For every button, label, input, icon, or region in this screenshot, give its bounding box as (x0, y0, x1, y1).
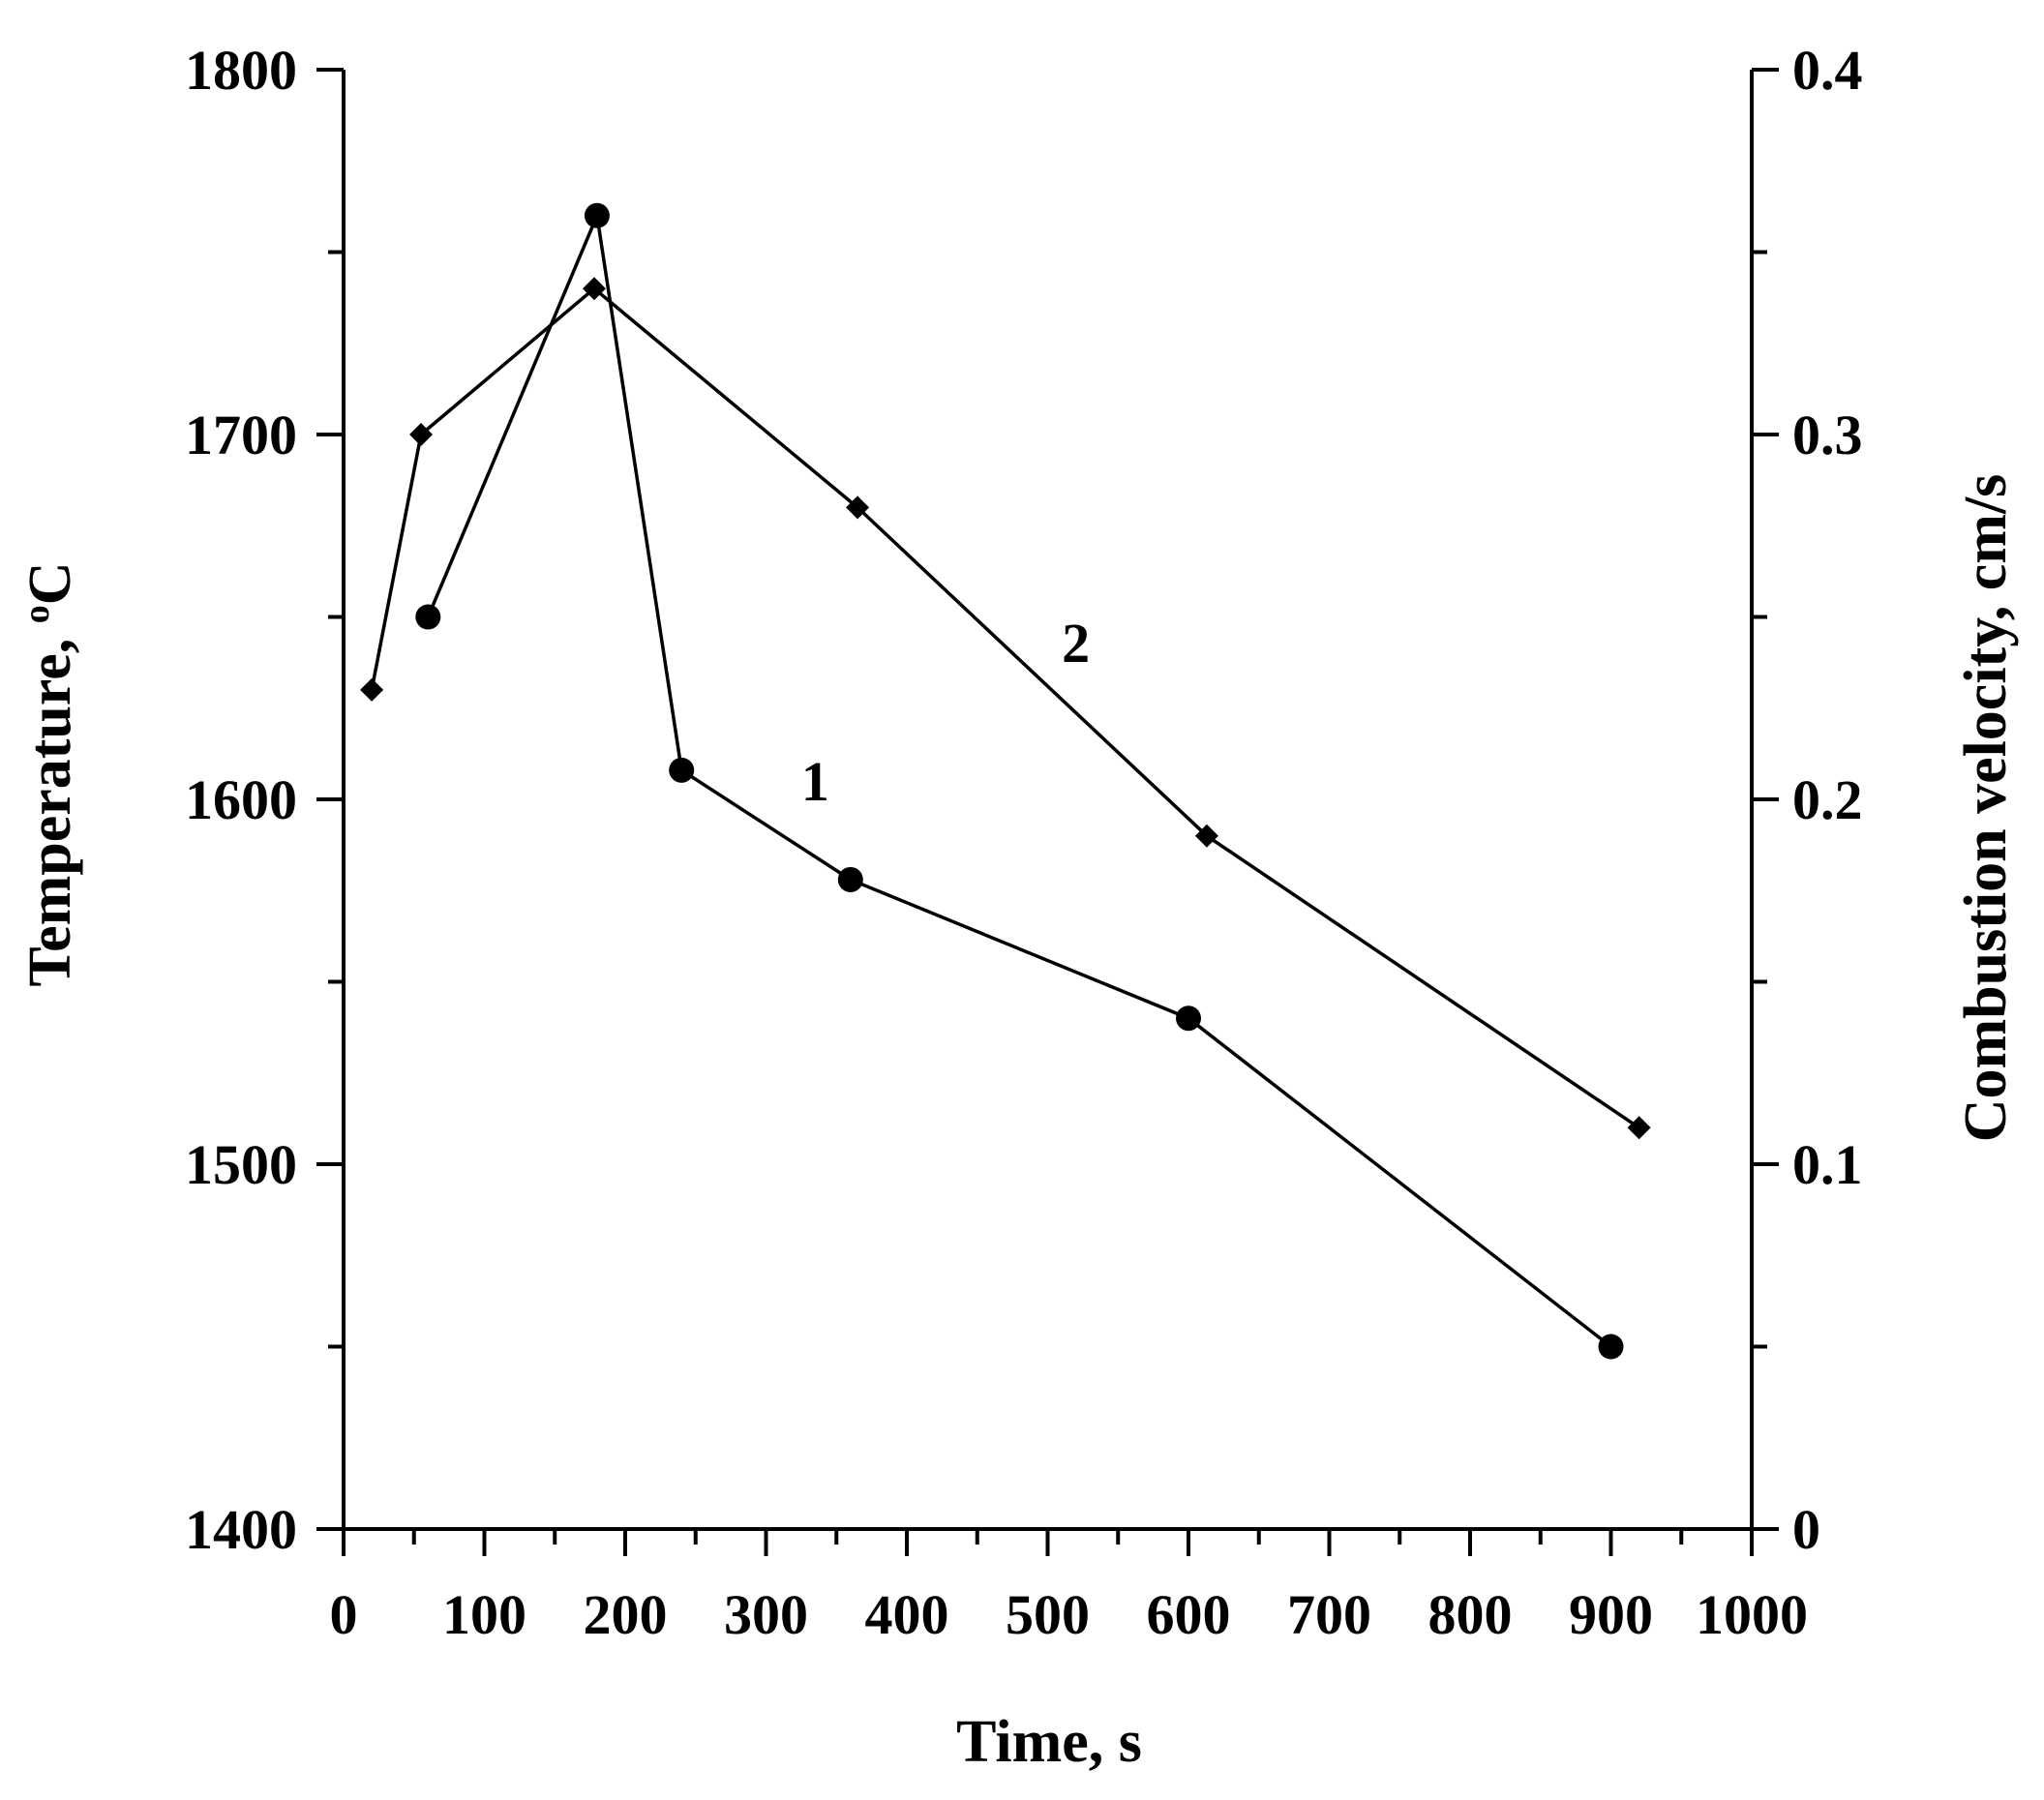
y-left-tick-label: 1600 (185, 768, 297, 831)
y-axis-left-title-unit: C (17, 561, 83, 605)
series-2-label: 2 (1062, 612, 1090, 675)
x-tick-label: 1000 (1696, 1583, 1808, 1646)
y-axis-left-title: Temperature, oC (16, 561, 83, 986)
ticks: 0 100 200 300 400 500 600 700 800 900 1000 1400 1500… (185, 39, 1863, 1646)
series-layer: 12 (360, 202, 1651, 1360)
x-tick-label: 400 (865, 1583, 949, 1646)
y-right-tick-label: 0.1 (1792, 1133, 1863, 1196)
series-1-point (669, 757, 695, 783)
x-axis-title: Time, s (956, 1709, 1142, 1775)
y-right-tick-label: 0.4 (1792, 39, 1863, 102)
x-tick-label: 0 (330, 1583, 358, 1646)
series-1-point (1598, 1334, 1624, 1360)
series-1-point (1176, 1005, 1201, 1032)
y-axis-left-title-text: Temperature, (17, 623, 83, 986)
x-tick-label: 600 (1147, 1583, 1231, 1646)
y-left-tick-label: 1800 (185, 39, 297, 102)
x-tick-label: 300 (724, 1583, 808, 1646)
series-2-point (846, 495, 870, 520)
x-tick-label: 700 (1287, 1583, 1371, 1646)
series-1-label: 1 (801, 750, 829, 813)
series-2-line (370, 285, 1640, 1129)
series-2-point (360, 677, 384, 702)
series-1-point (837, 866, 863, 892)
axes (342, 70, 1754, 1531)
y-left-tick-label: 1400 (185, 1498, 297, 1561)
series-2-point (1194, 824, 1218, 848)
y-left-tick-label: 1500 (185, 1133, 297, 1196)
x-tick-label: 200 (584, 1583, 668, 1646)
series-2-point (1627, 1116, 1651, 1140)
y-axis-left-title-superscript: o (16, 605, 57, 623)
series-2-point (582, 277, 606, 301)
y-right-tick-label: 0 (1792, 1498, 1820, 1561)
x-tick-label: 900 (1569, 1583, 1653, 1646)
x-tick-label: 500 (1006, 1583, 1090, 1646)
y-right-tick-label: 0.2 (1792, 768, 1863, 831)
x-tick-label: 100 (442, 1583, 526, 1646)
series-1-point (415, 604, 441, 630)
y-axis-right-title: Combustion velocity, cm/s (1953, 474, 2019, 1143)
series-2-point (409, 423, 434, 446)
series-1-point (584, 202, 610, 228)
x-tick-label: 800 (1428, 1583, 1513, 1646)
y-right-tick-label: 0.3 (1792, 404, 1863, 466)
series-1-line (426, 209, 1612, 1348)
y-left-tick-label: 1700 (185, 404, 297, 466)
